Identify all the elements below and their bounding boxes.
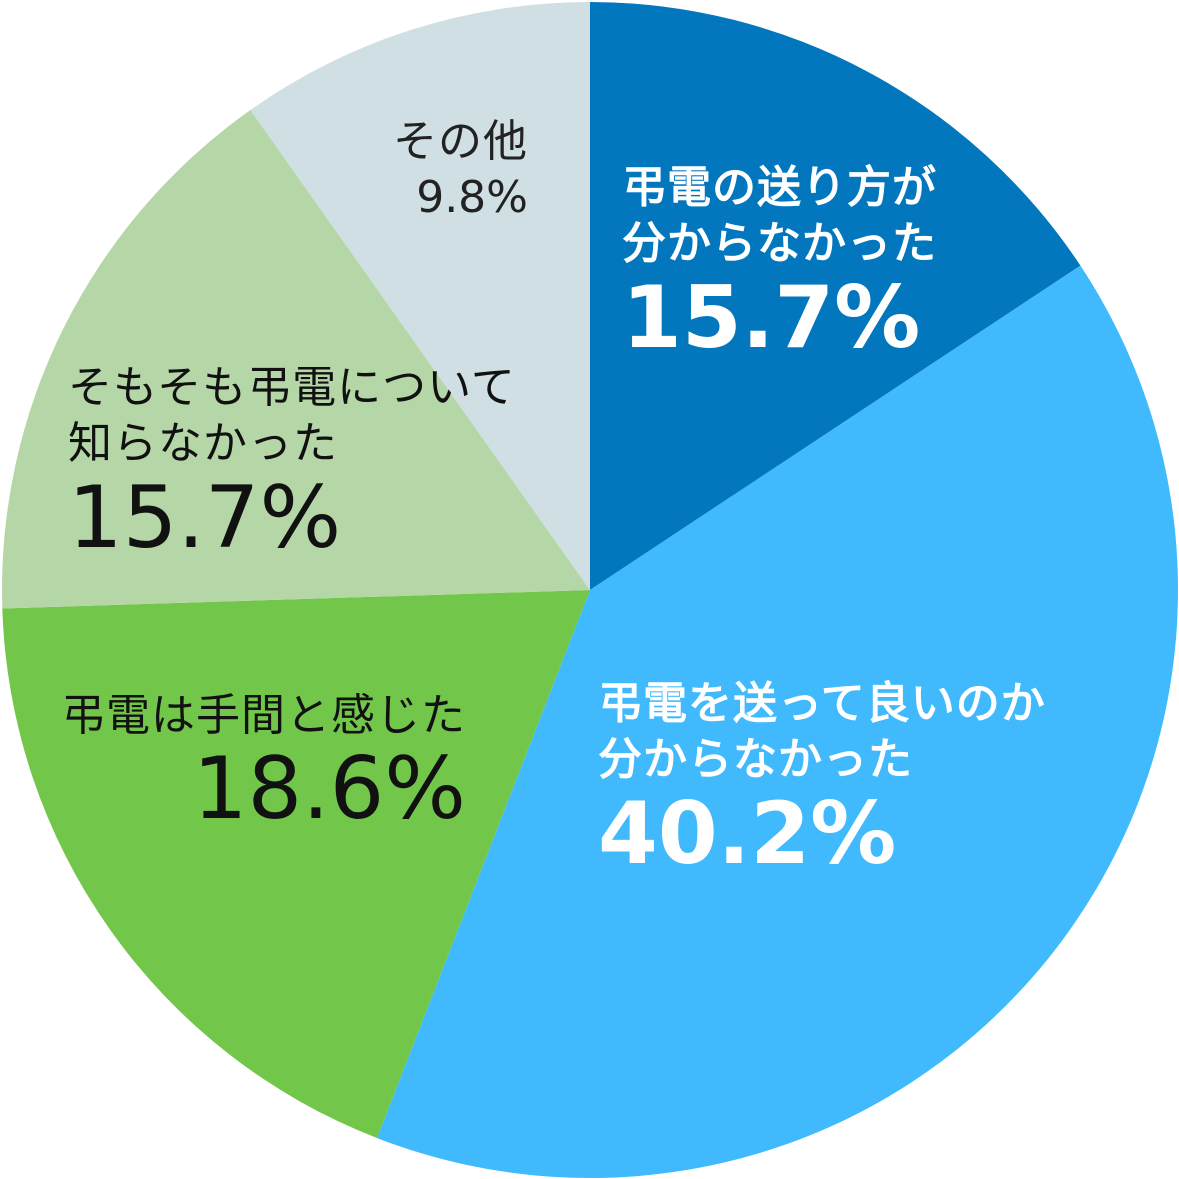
slice-category-line: 弔電の送り方が (622, 162, 937, 213)
slice-category-line: 分からなかった (622, 218, 937, 270)
slice-category-line: 弔電は手間と感じた (61, 690, 466, 741)
pie-slice-how-to-send (590, 2, 1081, 590)
pie-slice-ok-to-send (376, 265, 1179, 1179)
slice-label-other: その他 9.8% (393, 114, 528, 225)
slice-percentage: 18.6% (192, 739, 466, 840)
slice-label-unaware: そもそも弔電について 知らなかった 15.7% (68, 360, 516, 563)
slice-category-line: 弔電を送って良いのか (598, 678, 1046, 729)
slice-category-line: 分からなかった (598, 734, 913, 786)
pie-slice-troublesome (2, 590, 590, 1139)
slice-percentage: 15.7% (68, 467, 342, 568)
slice-percentage: 15.7% (622, 267, 921, 368)
pie-slice-other (250, 2, 590, 590)
slice-category-line: 知らなかった (68, 418, 338, 470)
pie-slice-unaware (1, 109, 590, 609)
slice-percentage: 9.8% (416, 172, 528, 224)
slice-label-ok-to-send: 弔電を送って良いのか 分からなかった 40.2% (598, 676, 1046, 879)
slice-category-line: その他 (393, 116, 528, 167)
slice-label-how-to-send: 弔電の送り方が 分からなかった 15.7% (622, 160, 937, 363)
slice-label-troublesome: 弔電は手間と感じた 18.6% (61, 688, 466, 835)
slice-category-line: そもそも弔電について (68, 362, 516, 413)
slice-percentage: 40.2% (598, 783, 897, 884)
